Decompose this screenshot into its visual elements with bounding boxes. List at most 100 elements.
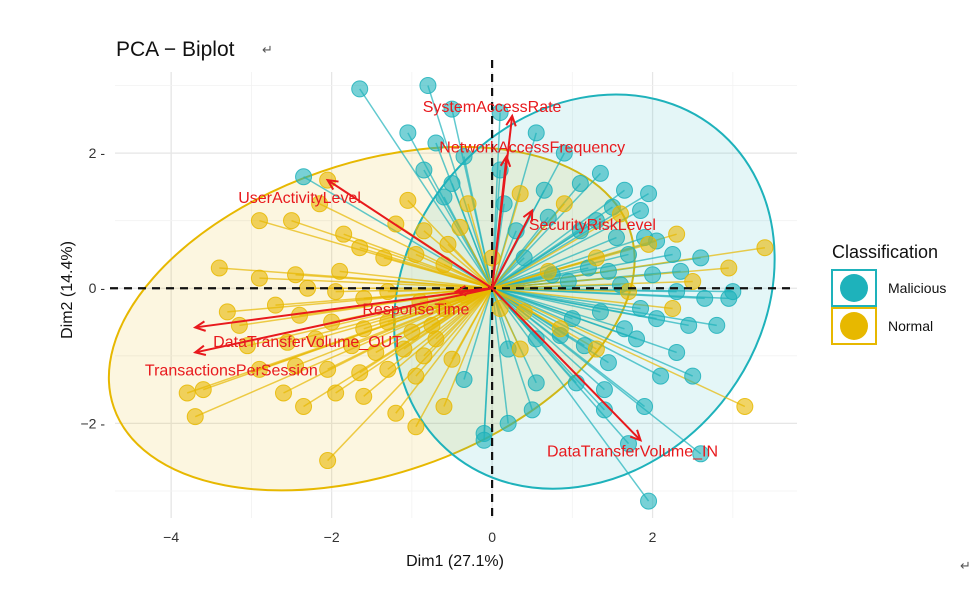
point-malicious — [591, 164, 609, 182]
point-normal — [403, 323, 421, 341]
point-normal — [327, 283, 345, 301]
point-malicious — [595, 381, 613, 399]
arrowhead-NetworkAccessFrequency — [499, 154, 512, 168]
segment-normal — [491, 246, 766, 289]
arrow-TransactionsPerSession — [195, 287, 493, 354]
point-normal — [379, 283, 397, 301]
point-malicious — [632, 202, 650, 220]
point-malicious — [559, 272, 577, 290]
corner-return-mark: ↵ — [960, 558, 971, 573]
point-normal — [379, 360, 397, 378]
arrow-DataTransferVolume_OUT — [195, 287, 493, 329]
point-normal — [331, 262, 349, 280]
segment-malicious — [491, 172, 601, 289]
point-malicious — [628, 330, 646, 348]
segment-malicious — [491, 287, 693, 377]
point-malicious — [415, 161, 433, 179]
reference-lines — [110, 60, 792, 520]
point-malicious — [539, 208, 557, 226]
segment-malicious — [359, 88, 493, 289]
point-normal — [287, 266, 305, 284]
point-normal — [439, 235, 457, 253]
segment-malicious — [491, 236, 645, 289]
point-malicious — [591, 303, 609, 321]
point-normal — [736, 398, 754, 415]
point-normal — [415, 347, 433, 365]
point-normal — [459, 195, 477, 213]
legend-entries: Malicious Normal — [831, 269, 946, 345]
point-normal — [367, 343, 385, 361]
point-normal — [250, 360, 268, 378]
point-malicious — [475, 431, 493, 449]
point-normal — [266, 296, 284, 314]
arrowhead-SecurityRiskLevel — [522, 208, 534, 222]
legend-title: Classification — [832, 242, 938, 262]
point-malicious — [599, 262, 617, 280]
y-tick-label: −2 - — [80, 415, 105, 431]
point-malicious — [351, 80, 369, 98]
point-normal — [343, 337, 361, 355]
point-normal — [511, 185, 529, 203]
point-normal — [756, 239, 774, 257]
point-malicious — [527, 330, 545, 348]
point-normal — [491, 300, 509, 318]
x-axis-ticks: −4 −2 0 2 — [163, 529, 656, 545]
point-malicious — [523, 401, 541, 419]
segment-malicious — [491, 287, 625, 330]
chart-title: PCA − Biplot — [116, 38, 235, 61]
segment-normal — [319, 203, 493, 289]
point-malicious — [724, 283, 742, 301]
point-normal — [355, 387, 373, 405]
segment-normal — [395, 287, 493, 414]
point-normal — [511, 340, 529, 358]
legend-label-malicious: Malicious — [888, 280, 946, 296]
segment-normal — [467, 203, 493, 289]
arrow-DataTransferVolume_IN — [491, 287, 642, 441]
point-normal — [451, 218, 469, 236]
x-tick-label: 2 — [649, 529, 657, 545]
point-malicious — [567, 374, 585, 392]
variable-label-UserActivityLevel: UserActivityLevel — [238, 190, 361, 207]
point-normal — [178, 384, 196, 402]
point-normal — [351, 364, 369, 382]
point-normal — [395, 340, 413, 358]
variable-label-SystemAccessRate: SystemAccessRate — [423, 99, 562, 116]
legend-label-normal: Normal — [888, 318, 933, 334]
x-tick-label: 0 — [488, 529, 496, 545]
variable-label-DataTransferVolume_OUT: DataTransferVolume_OUT — [213, 334, 402, 351]
point-malicious — [680, 316, 698, 334]
point-malicious — [648, 310, 666, 328]
point-normal — [435, 300, 453, 318]
y-axis-ticks: −2 - 0 - 2 - — [80, 145, 105, 431]
segment-normal — [491, 193, 521, 289]
point-malicious — [607, 229, 625, 247]
point-normal — [515, 303, 533, 321]
segment-malicious — [463, 156, 493, 289]
point-malicious — [455, 370, 473, 388]
point-malicious — [427, 134, 445, 152]
variable-label-DataTransferVolume_IN: DataTransferVolume_IN — [547, 443, 718, 460]
point-normal — [355, 320, 373, 338]
point-malicious — [696, 289, 714, 307]
arrowhead-DataTransferVolume_IN — [629, 429, 643, 442]
point-normal — [551, 320, 569, 338]
y-tick-label: 0 - — [89, 280, 106, 296]
point-malicious — [555, 144, 573, 162]
point-normal — [287, 357, 305, 375]
point-normal — [539, 262, 557, 280]
point-malicious — [684, 367, 702, 385]
variable-label-ResponseTime: ResponseTime — [362, 302, 469, 319]
point-normal — [555, 195, 573, 213]
segment-malicious — [491, 189, 625, 289]
point-normal — [379, 313, 397, 331]
point-normal — [375, 249, 393, 267]
segment-normal — [491, 287, 521, 350]
arrowhead-SystemAccessRate — [505, 113, 517, 127]
point-normal — [218, 303, 236, 321]
legend-swatch-normal — [840, 312, 868, 340]
point-malicious — [435, 188, 453, 206]
point-normal — [611, 205, 629, 223]
point-malicious — [644, 266, 662, 284]
segment-malicious — [491, 287, 661, 377]
